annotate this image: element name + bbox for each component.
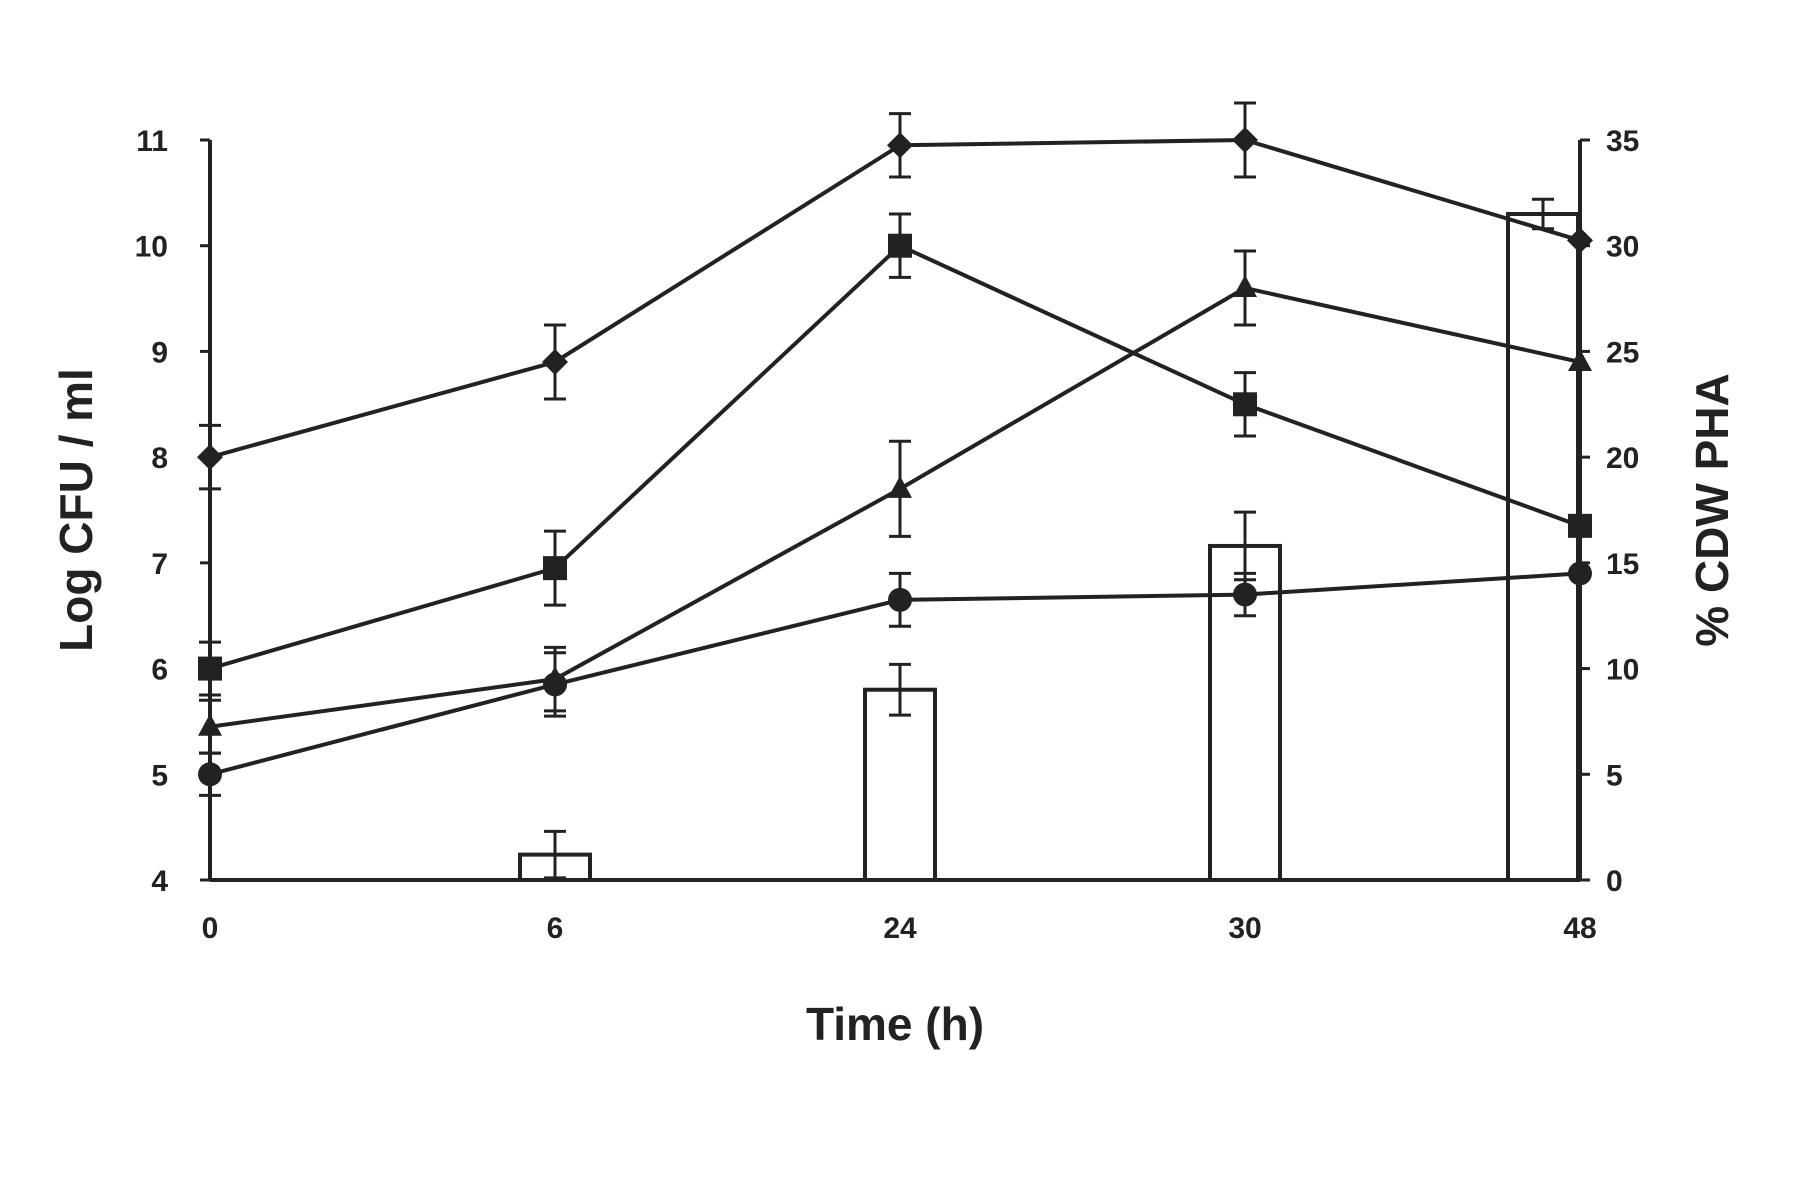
point-circle-48 xyxy=(1568,561,1592,585)
point-circle-0 xyxy=(198,762,222,786)
x-tick-label-0: 0 xyxy=(202,912,219,945)
point-square-6 xyxy=(543,556,567,580)
point-square-48 xyxy=(1568,514,1592,538)
right-tick-label-25: 25 xyxy=(1606,336,1639,369)
x-tick-label-48: 48 xyxy=(1563,912,1596,945)
series-diamond xyxy=(197,103,1593,489)
series-line-diamond xyxy=(210,140,1580,457)
point-square-30 xyxy=(1233,392,1257,416)
point-diamond-24 xyxy=(887,132,913,158)
left-tick-label-10: 10 xyxy=(135,231,168,264)
point-diamond-30 xyxy=(1232,127,1258,153)
point-diamond-6 xyxy=(542,349,568,375)
left-tick-label-9: 9 xyxy=(151,336,168,369)
bar-48 xyxy=(1508,214,1578,880)
left-tick-label-5: 5 xyxy=(151,759,168,792)
series-line-triangle xyxy=(210,288,1580,727)
series-square xyxy=(198,214,1592,695)
right-tick-label-10: 10 xyxy=(1606,654,1639,687)
left-tick-label-7: 7 xyxy=(151,548,168,581)
point-circle-30 xyxy=(1233,583,1257,607)
point-circle-24 xyxy=(888,588,912,612)
right-tick-label-30: 30 xyxy=(1606,231,1639,264)
point-square-0 xyxy=(198,657,222,681)
left-tick-label-8: 8 xyxy=(151,442,168,475)
bar-24 xyxy=(865,690,935,880)
right-tick-label-20: 20 xyxy=(1606,442,1639,475)
series-triangle xyxy=(198,251,1592,753)
x-tick-label-24: 24 xyxy=(883,912,917,945)
left-y-axis-title: Log CFU / ml xyxy=(50,368,102,652)
right-tick-label-35: 35 xyxy=(1606,125,1639,158)
right-tick-label-0: 0 xyxy=(1606,865,1623,898)
right-tick-label-15: 15 xyxy=(1606,548,1639,581)
x-axis-title: Time (h) xyxy=(806,998,984,1050)
point-diamond-0 xyxy=(197,444,223,470)
left-tick-label-4: 4 xyxy=(151,865,168,898)
bars-layer xyxy=(520,199,1578,880)
point-circle-6 xyxy=(543,672,567,696)
x-tick-label-6: 6 xyxy=(547,912,564,945)
right-tick-label-5: 5 xyxy=(1606,759,1623,792)
point-triangle-30 xyxy=(1233,275,1257,297)
right-y-axis-title: % CDW PHA xyxy=(1686,373,1738,646)
left-tick-label-11: 11 xyxy=(136,125,168,158)
point-triangle-24 xyxy=(888,476,912,498)
point-square-24 xyxy=(888,234,912,258)
x-tick-label-30: 30 xyxy=(1228,912,1261,945)
left-tick-label-6: 6 xyxy=(151,654,168,687)
